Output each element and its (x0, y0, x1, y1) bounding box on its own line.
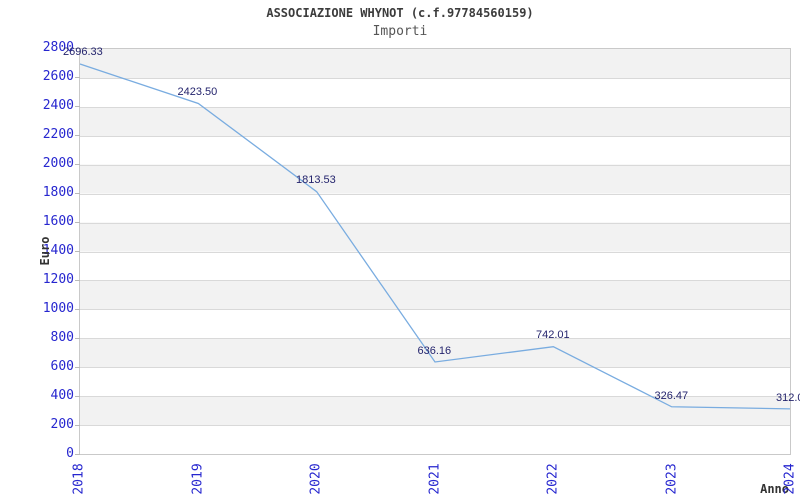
y-tick-mark (75, 251, 80, 252)
y-tick-label: 2000 (42, 156, 74, 171)
line-series-layer (79, 63, 791, 410)
y-tick-mark (75, 48, 80, 49)
gridline (80, 309, 790, 310)
x-tick-label: 2024 (782, 463, 798, 495)
y-tick-mark (75, 135, 80, 136)
y-tick-label: 800 (50, 330, 74, 345)
gridline (80, 425, 790, 426)
gridline (80, 367, 790, 368)
y-axis-title: Euro (38, 236, 52, 266)
gridline (80, 280, 790, 281)
point-value-label: 326.47 (654, 389, 689, 402)
plot-area (79, 48, 791, 455)
y-tick-label: 600 (50, 359, 74, 374)
x-tick-label: 2023 (664, 463, 679, 495)
gridline (80, 194, 790, 195)
x-tick-label: 2019 (190, 463, 205, 495)
x-tick-label: 2018 (71, 463, 87, 495)
point-value-label: 742.01 (536, 329, 570, 342)
y-tick-label: 2600 (42, 69, 74, 84)
point-value-label: 312.0 (776, 391, 800, 404)
chart-title: ASSOCIAZIONE WHYNOT (c.f.97784560159) (266, 6, 534, 20)
gridline (80, 107, 790, 108)
y-tick-label: 0 (66, 446, 74, 461)
gridline (80, 396, 790, 397)
y-tick-label: 2800 (42, 40, 74, 55)
y-tick-mark (75, 280, 80, 281)
point-value-label: 2696.33 (63, 46, 103, 59)
y-tick-label: 200 (50, 417, 74, 432)
gridline (80, 136, 790, 137)
y-tick-mark (75, 425, 80, 426)
point-value-label: 2423.50 (177, 85, 218, 98)
y-tick-mark (75, 396, 80, 397)
y-tick-label: 1800 (42, 185, 74, 200)
y-tick-label: 400 (50, 388, 74, 403)
y-tick-mark (75, 77, 80, 78)
y-tick-label: 1200 (42, 272, 74, 287)
y-tick-label: 1400 (42, 243, 74, 258)
y-tick-mark (75, 164, 80, 165)
gridline (80, 338, 790, 339)
y-tick-mark (75, 193, 80, 194)
gridline (80, 78, 790, 79)
y-tick-mark (75, 309, 80, 310)
x-tick-label: 2022 (545, 463, 561, 495)
point-value-label: 636.16 (417, 344, 452, 357)
y-tick-mark (75, 454, 80, 455)
x-axis-title: Anno (760, 482, 789, 496)
y-tick-mark (75, 367, 80, 368)
y-tick-mark (75, 222, 80, 223)
gridline (80, 252, 790, 253)
y-tick-label: 1600 (42, 214, 74, 229)
chart-subtitle: Importi (372, 24, 428, 39)
y-tick-mark (75, 106, 80, 107)
y-tick-label: 1000 (42, 301, 74, 316)
series-line (79, 63, 791, 410)
gridline (80, 223, 790, 224)
x-tick-label: 2021 (427, 463, 442, 495)
y-tick-mark (75, 338, 80, 339)
point-value-label: 1813.53 (296, 174, 336, 187)
x-tick-label: 2020 (308, 463, 324, 495)
y-tick-label: 2400 (42, 98, 74, 113)
y-tick-label: 2200 (42, 127, 74, 142)
gridline (80, 165, 790, 166)
